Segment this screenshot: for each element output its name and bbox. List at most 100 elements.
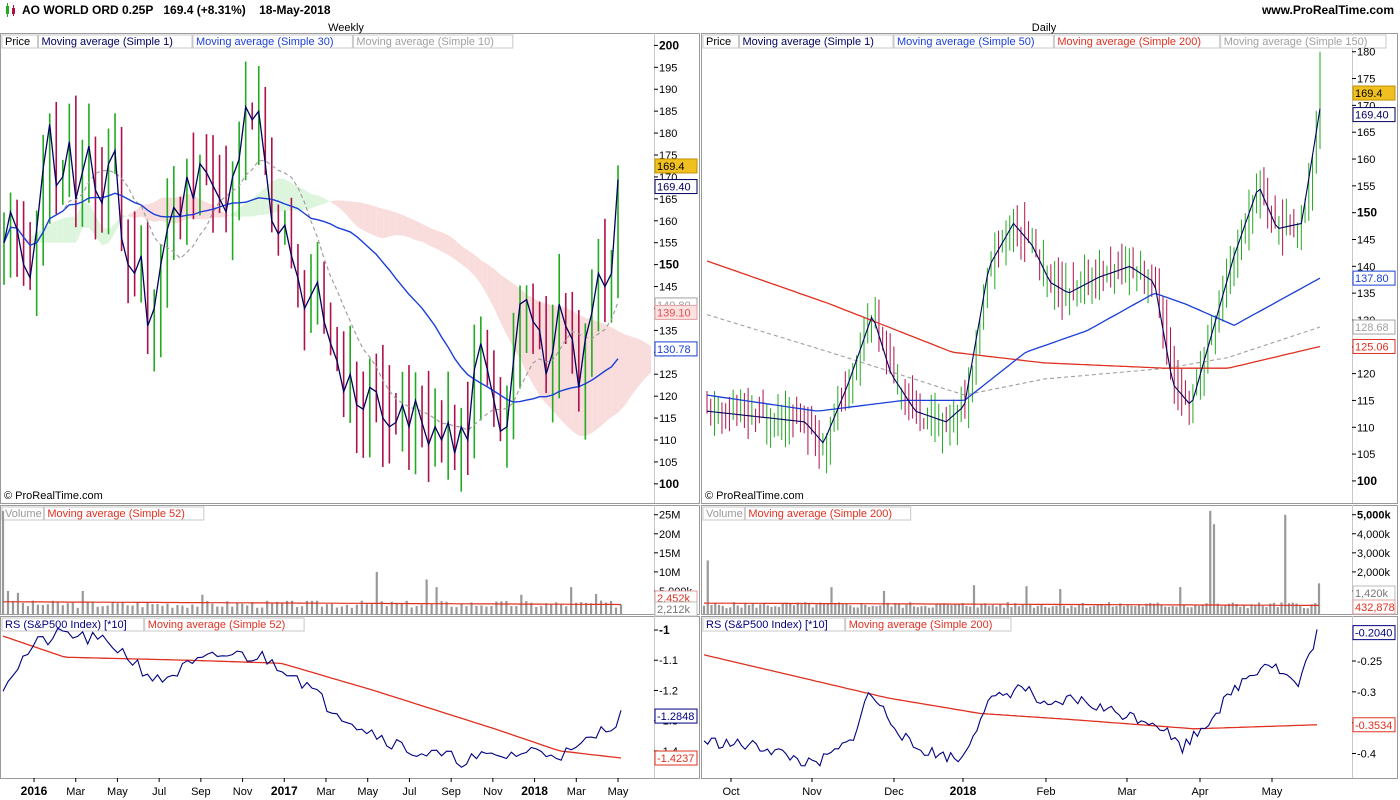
volume-ma-value-label: 432,878 xyxy=(1355,602,1395,614)
cloud-segment xyxy=(278,178,286,212)
y-tick-label: 145 xyxy=(659,282,677,294)
rs-line xyxy=(2,627,622,768)
rs-ma-value-label: -1.4237 xyxy=(657,753,694,765)
cloud-segment xyxy=(304,189,312,210)
y-tick-label: -0.25 xyxy=(1357,656,1382,668)
y-tick-label: 190 xyxy=(659,84,677,96)
value-box xyxy=(1352,107,1396,123)
chart-canvas[interactable]: Weekly Daily Price Moving average (Simple 1… xyxy=(0,20,1400,800)
ma30-value-label: 130.78 xyxy=(657,344,691,356)
cloud-segment xyxy=(272,178,279,213)
y-tick-label: 100 xyxy=(659,477,679,491)
cloud-segment xyxy=(324,198,331,204)
weekly-legend-item: Price xyxy=(5,36,30,48)
daily-rs-legend-item: Moving average (Simple 200) xyxy=(849,619,993,631)
cloud-segment xyxy=(252,192,260,217)
value-box xyxy=(1352,338,1396,354)
daily-legend-item: Moving average (Simple 50) xyxy=(897,36,1035,48)
legend-box xyxy=(43,506,205,521)
cloud-segment xyxy=(285,179,292,211)
legend-box xyxy=(702,617,846,632)
cloud-segment xyxy=(592,319,599,433)
value-box xyxy=(654,750,698,766)
value-box xyxy=(1352,717,1396,733)
panel-frame-wPrice xyxy=(0,33,700,504)
value-box xyxy=(1352,625,1396,641)
y-tick-label: 140 xyxy=(1357,261,1375,273)
legend-box xyxy=(845,617,1012,632)
y-tick-label: 165 xyxy=(659,194,677,206)
cloud-segment xyxy=(226,213,234,217)
ma200-value-label: 125.06 xyxy=(1355,341,1389,353)
panel-frame-dRS xyxy=(701,616,1398,779)
x-tick-label: Nov xyxy=(802,786,822,798)
cloud-segment xyxy=(344,200,351,220)
y-tick-label: 150 xyxy=(1357,206,1377,220)
cloud-segment xyxy=(311,194,318,209)
cloud-segment xyxy=(383,208,390,239)
daily-volume-legend-item: Moving average (Simple 200) xyxy=(748,508,892,520)
y-tick-label: 110 xyxy=(1357,422,1375,434)
value-box xyxy=(1352,599,1396,615)
y-tick-label: 135 xyxy=(1357,288,1375,300)
x-tick-label: May xyxy=(107,786,128,798)
x-tick-label: May xyxy=(608,786,629,798)
volume-value-label: 1,420k xyxy=(1355,588,1389,600)
cloud-segment xyxy=(233,208,240,217)
cloud-segment xyxy=(298,186,305,211)
cloud-segment xyxy=(89,204,96,238)
ma150-value-label: 128.68 xyxy=(1355,322,1389,334)
cloud-segment xyxy=(520,288,527,374)
cloud-segment xyxy=(435,230,443,252)
cloud-segment xyxy=(389,210,397,237)
volume-ma-line xyxy=(3,601,621,606)
panel-frame-dPrice xyxy=(701,33,1398,504)
x-tick-label: 2018 xyxy=(950,784,977,798)
y-tick-label: -1.2 xyxy=(659,685,678,697)
daily-legend-item: Moving average (Simple 1) xyxy=(743,36,874,48)
last-quote: 169.4 (+8.31%) xyxy=(163,3,246,17)
y-tick-label: 25M xyxy=(659,510,680,522)
cloud-segment xyxy=(102,227,109,246)
cloud-segment xyxy=(572,311,580,436)
cloud-segment xyxy=(455,240,462,265)
site-url[interactable]: www.ProRealTime.com xyxy=(1261,3,1394,17)
daily-legend-item: Moving average (Simple 150) xyxy=(1224,36,1368,48)
cloud-segment xyxy=(337,200,345,213)
x-tick-label: May xyxy=(357,786,378,798)
y-tick-label: 180 xyxy=(1357,47,1375,59)
cloud-segment xyxy=(43,223,51,243)
value-box xyxy=(1352,270,1396,286)
cloud-segment xyxy=(448,235,456,260)
ma50-value-label: 137.80 xyxy=(1355,273,1389,285)
cloud-segment xyxy=(376,207,384,239)
cloud-segment xyxy=(644,341,652,380)
x-tick-label: Jul xyxy=(152,786,166,798)
cloud-segment xyxy=(422,223,429,246)
cloud-value-label: 139.10 xyxy=(657,307,691,319)
legend-box xyxy=(1220,34,1387,49)
y-tick-label: 180 xyxy=(659,128,677,140)
cloud-segment xyxy=(533,298,541,397)
cloud-segment xyxy=(135,204,142,218)
ma1-value-label: 169.40 xyxy=(657,182,691,194)
cloud-segment xyxy=(605,324,612,423)
legend-box xyxy=(192,34,353,49)
last-price-label: 169.4 xyxy=(1355,88,1383,100)
y-tick-label: 105 xyxy=(659,457,677,469)
x-tick-label: 2016 xyxy=(21,784,48,798)
rs-value-label: -1.2848 xyxy=(657,711,694,723)
y-tick-label: 185 xyxy=(659,106,677,118)
cloud-segment xyxy=(624,334,632,406)
y-tick-label: -0.3 xyxy=(1357,687,1376,699)
y-tick-label: 2,000k xyxy=(1357,567,1391,579)
panel-frame-wVol xyxy=(0,505,700,615)
x-tick-label: 2017 xyxy=(271,784,298,798)
weekly-volume-legend-item: Moving average (Simple 52) xyxy=(47,508,185,520)
cloud-segment xyxy=(585,317,593,436)
x-tick-label: Mar xyxy=(66,786,85,798)
y-tick-label: 200 xyxy=(659,38,679,52)
weekly-rs-legend-item: RS (S&P500 Index) [*10] xyxy=(5,619,127,631)
cloud-segment xyxy=(246,198,253,217)
cloud-segment xyxy=(219,210,227,218)
